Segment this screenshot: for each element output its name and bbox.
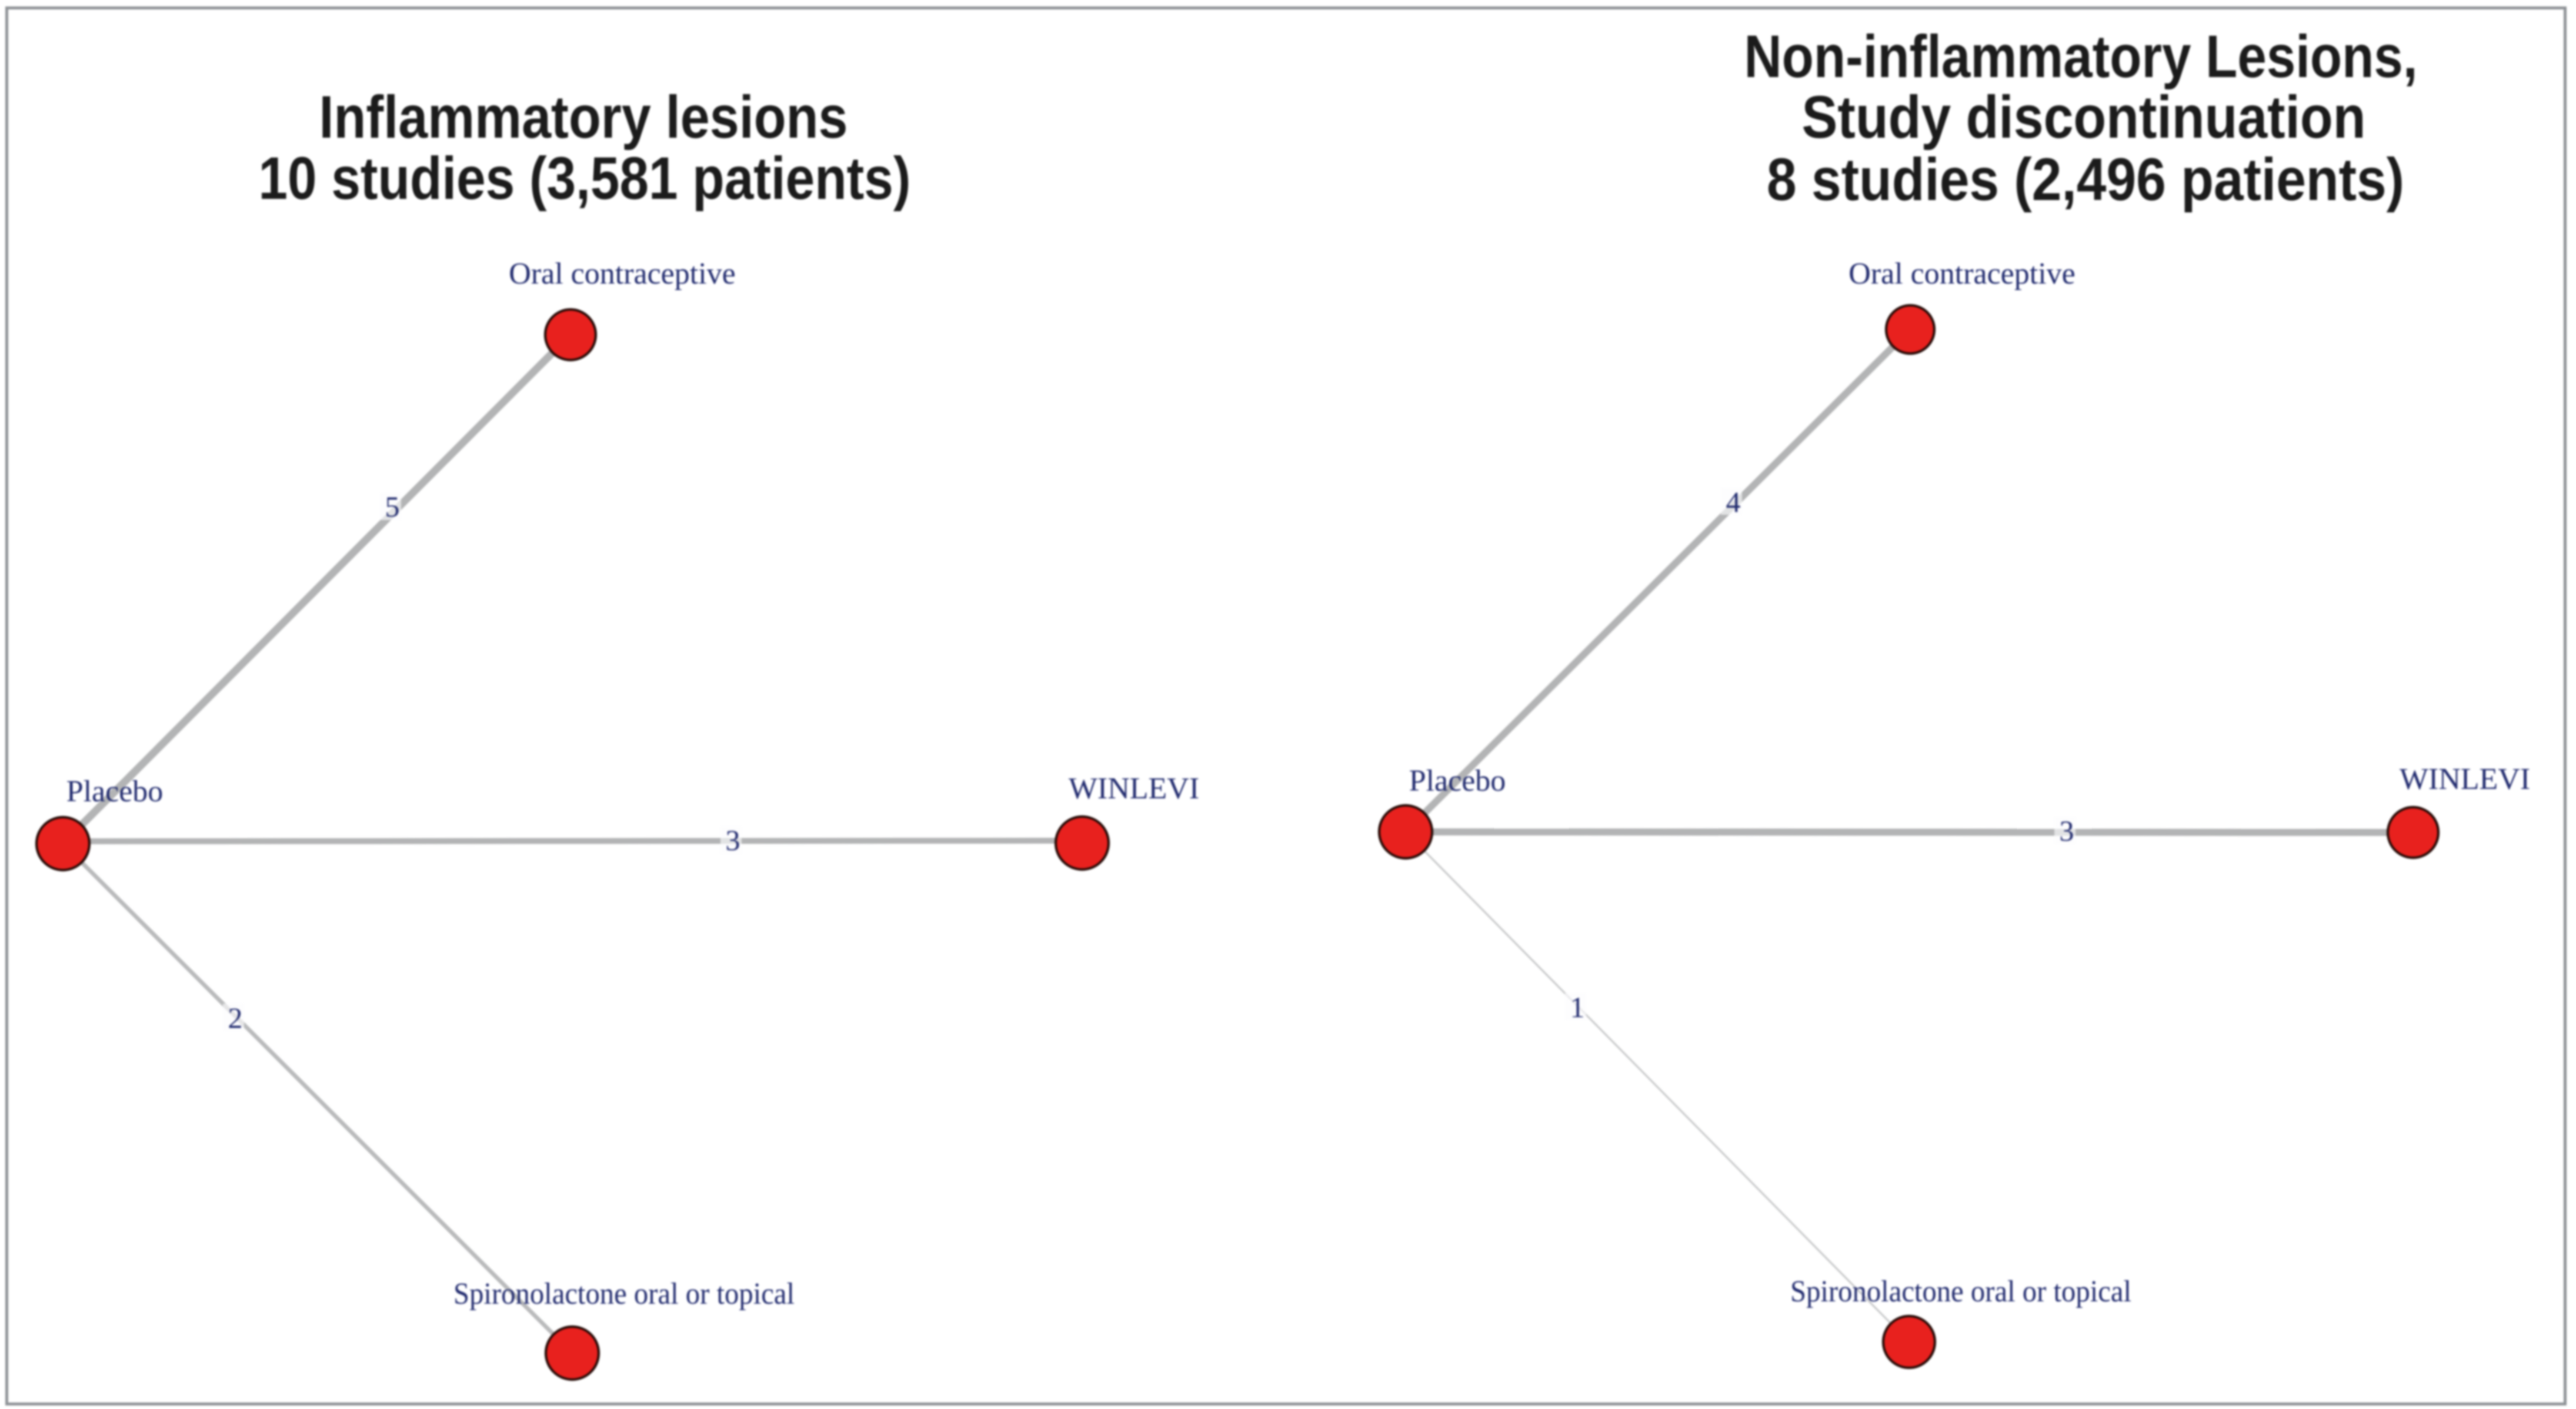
svg-text:Oral contraceptive: Oral contraceptive (1848, 257, 2075, 291)
svg-text:Spironolactone oral or topical: Spironolactone oral or topical (453, 1277, 795, 1311)
svg-text:Study discontinuation: Study discontinuation (1802, 84, 2366, 151)
svg-text:2: 2 (228, 1001, 243, 1034)
svg-text:3: 3 (2060, 814, 2074, 847)
svg-text:Placebo: Placebo (1409, 764, 1506, 798)
svg-text:4: 4 (1726, 485, 1741, 518)
svg-text:WINLEVI: WINLEVI (1069, 772, 1199, 805)
svg-text:Non-inflammatory Lesions,: Non-inflammatory Lesions, (1744, 23, 2418, 90)
svg-text:8 studies (2,496 patients): 8 studies (2,496 patients) (1767, 146, 2404, 213)
svg-text:3: 3 (726, 824, 740, 857)
svg-text:Spironolactone oral or topical: Spironolactone oral or topical (1790, 1275, 2131, 1308)
svg-text:10 studies (3,581 patients): 10 studies (3,581 patients) (259, 145, 911, 212)
svg-text:Placebo: Placebo (66, 775, 163, 808)
svg-text:WINLEVI: WINLEVI (2400, 762, 2530, 796)
svg-text:Oral contraceptive: Oral contraceptive (509, 257, 735, 291)
svg-text:5: 5 (385, 490, 400, 523)
svg-text:Inflammatory lesions: Inflammatory lesions (319, 84, 848, 151)
svg-text:1: 1 (1570, 991, 1585, 1024)
